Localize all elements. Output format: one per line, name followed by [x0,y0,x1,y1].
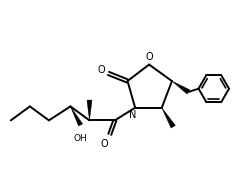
Text: O: O [100,139,108,150]
Polygon shape [172,81,190,94]
Text: OH: OH [74,134,88,143]
Polygon shape [87,100,92,120]
Polygon shape [70,106,83,126]
Text: O: O [145,52,153,63]
Text: O: O [97,65,105,75]
Text: N: N [129,109,136,120]
Polygon shape [162,108,175,128]
